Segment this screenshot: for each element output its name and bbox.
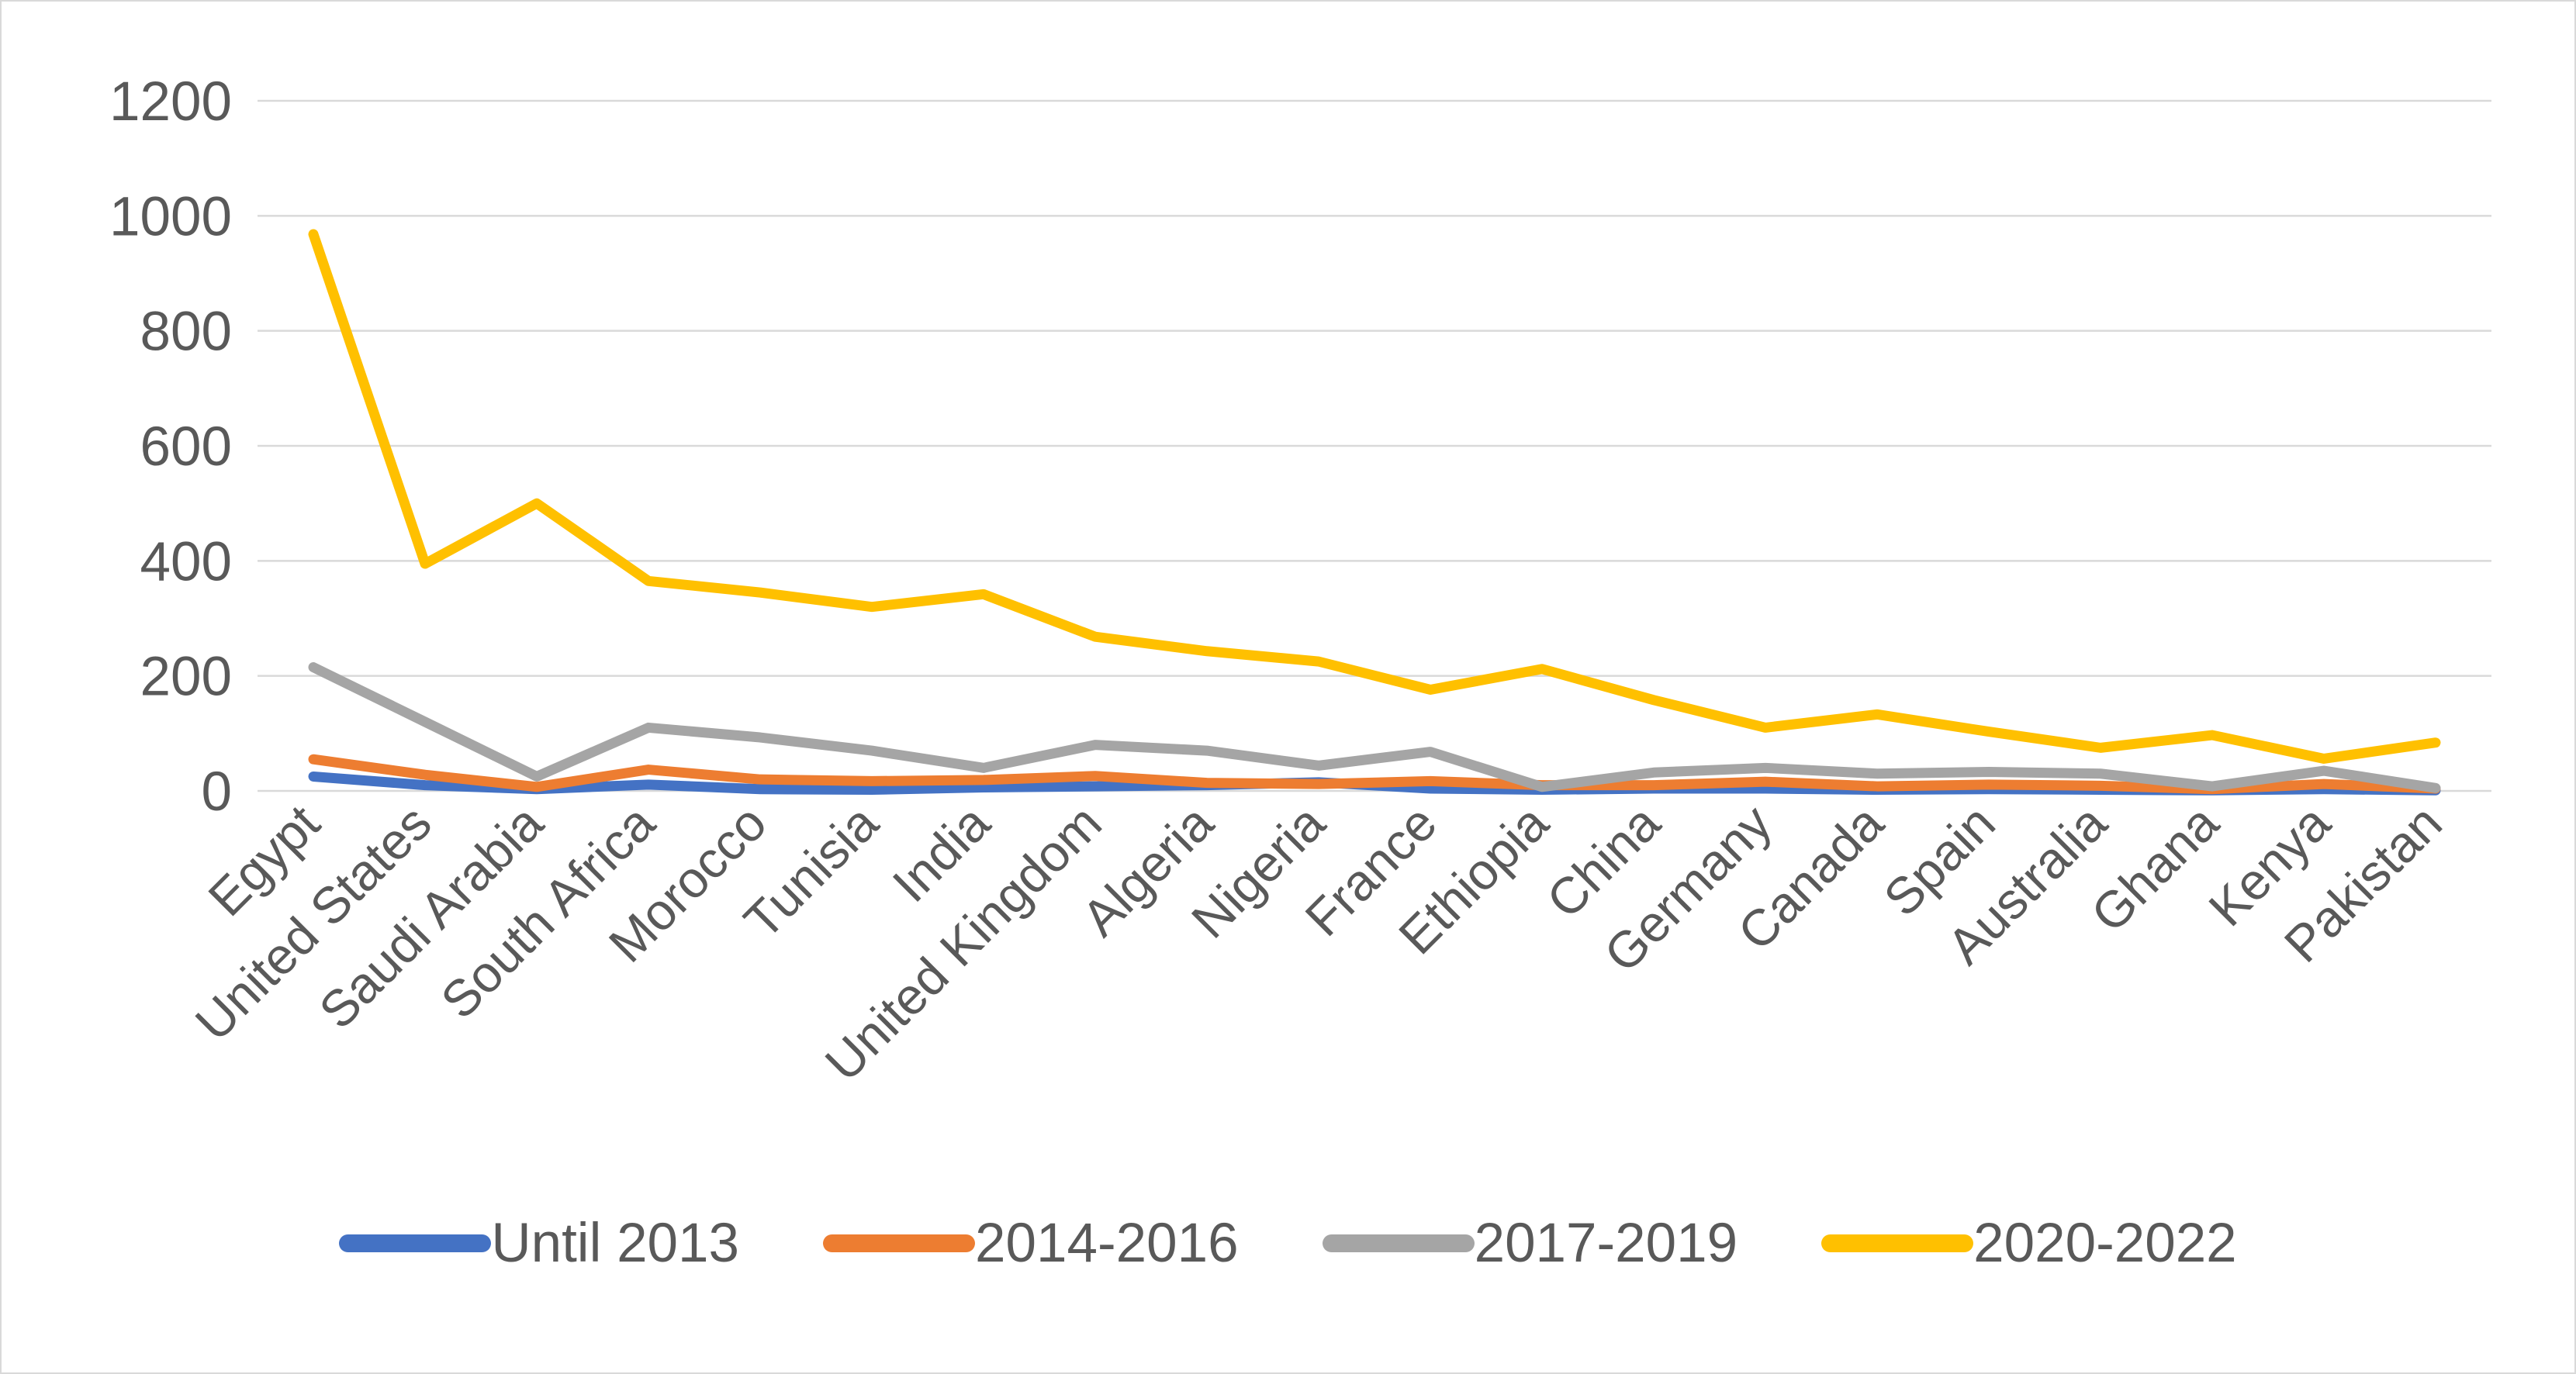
y-axis-label-400: 400 — [140, 531, 232, 592]
series-line-2014-2016 — [308, 754, 2441, 795]
legend-swatch-icon — [823, 1234, 976, 1252]
y-axis-label-200: 200 — [140, 647, 232, 708]
legend-swatch-icon — [1821, 1234, 1974, 1252]
legend-swatch-icon — [1322, 1234, 1475, 1252]
y-axis-label-0: 0 — [202, 761, 233, 823]
legend-label: 2014-2016 — [975, 1213, 1239, 1274]
y-axis-label-600: 600 — [140, 416, 232, 478]
legend-swatch-icon — [339, 1234, 492, 1252]
legend-item-2017-2019: 2017-2019 — [1322, 1213, 1738, 1274]
legend-label: 2020-2022 — [1973, 1213, 2237, 1274]
legend-item-until-2013: Until 2013 — [339, 1216, 739, 1271]
legend-item-2020-2022: 2020-2022 — [1821, 1216, 2237, 1271]
series-line-2017-2019 — [308, 662, 2441, 793]
legend-label: Until 2013 — [491, 1213, 740, 1274]
x-axis-label-ghana: Ghana — [2080, 793, 2229, 943]
chart-legend: Until 2013 2014-2016 2017-2019 2020-2022 — [2, 1216, 2574, 1271]
y-axis-label-1000: 1000 — [109, 186, 232, 247]
y-axis-label-1200: 1200 — [109, 71, 232, 133]
y-axis-label-800: 800 — [140, 302, 232, 363]
series-line-2020-2022 — [308, 229, 2441, 764]
legend-item-2014-2016: 2014-2016 — [823, 1216, 1239, 1271]
legend-label: 2017-2019 — [1474, 1213, 1738, 1274]
